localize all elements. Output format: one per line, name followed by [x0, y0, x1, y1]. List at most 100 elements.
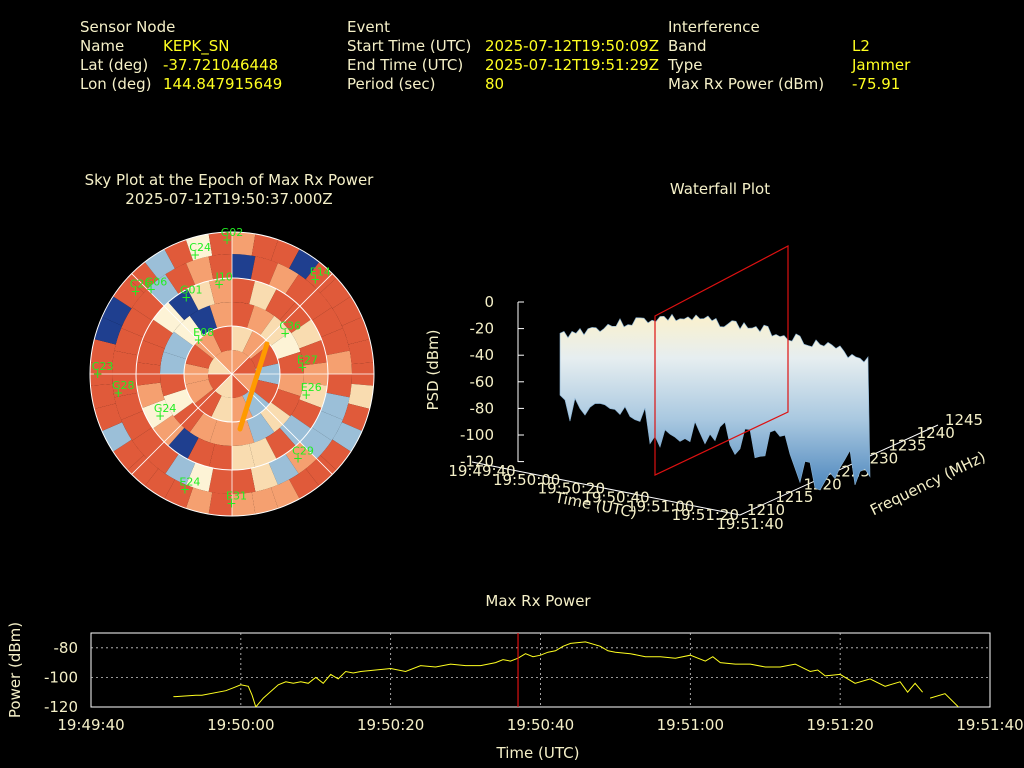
azimuth-spoke [131, 273, 233, 375]
heatmap-cell [341, 316, 370, 345]
max-power-epoch-plane [654, 245, 789, 476]
heatmap-cell [185, 379, 214, 404]
heatmap-cell [285, 274, 317, 307]
interference-block: Interference Band L2 Type Jammer Max Rx Po… [668, 18, 910, 94]
sky-plot-title-line1: Sky Plot at the Epoch of Max Rx Power [84, 171, 374, 189]
heatmap-cell [249, 280, 277, 311]
heatmap-cell [232, 254, 256, 280]
heatmap-cell [185, 487, 213, 515]
time-tick-label: 19:50:40 [582, 489, 649, 507]
satellite-label: C29 [292, 445, 314, 458]
chart-title: Max Rx Power [485, 592, 591, 610]
satellite-label: E14 [310, 265, 331, 278]
heatmap-cell [208, 232, 232, 256]
band-label: Band [668, 37, 707, 55]
freq-tick-label: 1210 [747, 501, 785, 519]
heatmap-cell [270, 388, 301, 417]
heatmap-cell [341, 403, 370, 432]
heatmap-cell [250, 379, 279, 404]
satellite-marker: + [113, 386, 123, 400]
heatmap-cell [250, 256, 278, 286]
satellite-marker: + [301, 388, 311, 402]
heatmap-cell [299, 289, 332, 321]
heatmap-cell [246, 412, 275, 443]
heatmap-cell [249, 437, 277, 468]
heatmap-cell [326, 374, 352, 398]
heatmap-cell [320, 328, 350, 356]
satellite-label: C23 [92, 360, 114, 373]
end-time-label: End Time (UTC) [347, 56, 464, 74]
heatmap-cell [208, 374, 232, 391]
heatmap-cell [320, 439, 351, 471]
heatmap-cell [165, 453, 196, 485]
heatmap-cell [232, 278, 255, 305]
y-tick-label: -80 [54, 639, 79, 657]
x-tick-label: 19:49:40 [57, 716, 124, 734]
heatmap-cell [320, 277, 351, 309]
y-axis-label: Power (dBm) [6, 622, 24, 718]
heatmap-cell [348, 383, 374, 409]
heatmap-cell [326, 350, 352, 374]
heatmap-cell [242, 330, 270, 360]
heatmap-cell [94, 403, 123, 432]
satellite-label: G01 [180, 283, 203, 296]
heatmap-cell [142, 399, 173, 429]
satellite-marker: + [214, 277, 224, 291]
satellite-label: E31 [226, 489, 247, 502]
heatmap-cell [186, 462, 214, 492]
z-tick-label: -80 [470, 399, 495, 417]
satellite-label: E08 [193, 326, 214, 339]
heatmap-cell [121, 410, 153, 441]
heatmap-cell [291, 399, 322, 429]
satellite-label: J10 [215, 270, 233, 283]
time-tick-label: 19:50:00 [493, 471, 560, 489]
sky-plot-epoch: 2025-07-12T19:50:37.000Z [125, 190, 333, 208]
z-tick-label: -20 [470, 320, 495, 338]
heatmap-cell [163, 388, 194, 417]
heatmap-cell [246, 305, 275, 336]
heatmap-cell [232, 357, 256, 374]
heatmap-cell [113, 277, 144, 309]
satellite-marker: + [146, 283, 156, 297]
z-axis-label: PSD (dBm) [424, 329, 442, 410]
heatmap-cell [251, 233, 279, 261]
sky-heatmap [90, 232, 374, 516]
heatmap-cell [112, 374, 138, 398]
heatmap-cell [165, 263, 196, 295]
azimuth-spoke [231, 373, 333, 475]
freq-tick-label: 1235 [888, 437, 926, 455]
heatmap-cell [168, 288, 199, 321]
heatmap-cell [132, 289, 165, 321]
max-rx-power-value: -75.91 [852, 75, 901, 93]
band-value: L2 [852, 37, 870, 55]
satellite-marker: + [181, 290, 191, 304]
heatmap-cell [277, 374, 304, 397]
power-series-line [173, 641, 923, 707]
z-tick-label: -60 [470, 373, 495, 391]
z-tick-label: -40 [470, 346, 495, 364]
satellite-label: G02 [221, 226, 244, 239]
y-tick-label: -120 [44, 698, 78, 716]
heatmap-cell [127, 455, 159, 487]
type-label: Type [668, 56, 703, 74]
heatmap-cell [320, 392, 350, 420]
heatmap-cell [194, 388, 222, 418]
z-tick-label: -120 [460, 453, 494, 471]
heatmap-cell [90, 383, 116, 409]
heatmap-cell [232, 468, 256, 494]
heatmap-cell [291, 319, 322, 349]
heatmap-cell [285, 441, 317, 474]
heatmap-cell [232, 443, 255, 470]
heatmap-cell [211, 395, 232, 422]
satellite-label: E24 [179, 476, 200, 489]
satellite-marker: + [297, 360, 307, 374]
heatmap-cell [208, 254, 232, 280]
heatmap-cell [194, 330, 222, 360]
heatmap-cell [163, 331, 194, 360]
x-tick-label: 19:51:00 [657, 716, 724, 734]
heatmap-cell [142, 319, 173, 349]
heatmap-cell [209, 443, 232, 470]
heatmap-cell [268, 453, 299, 485]
heatmap-cell [208, 357, 232, 374]
heatmap-cell [251, 487, 279, 515]
